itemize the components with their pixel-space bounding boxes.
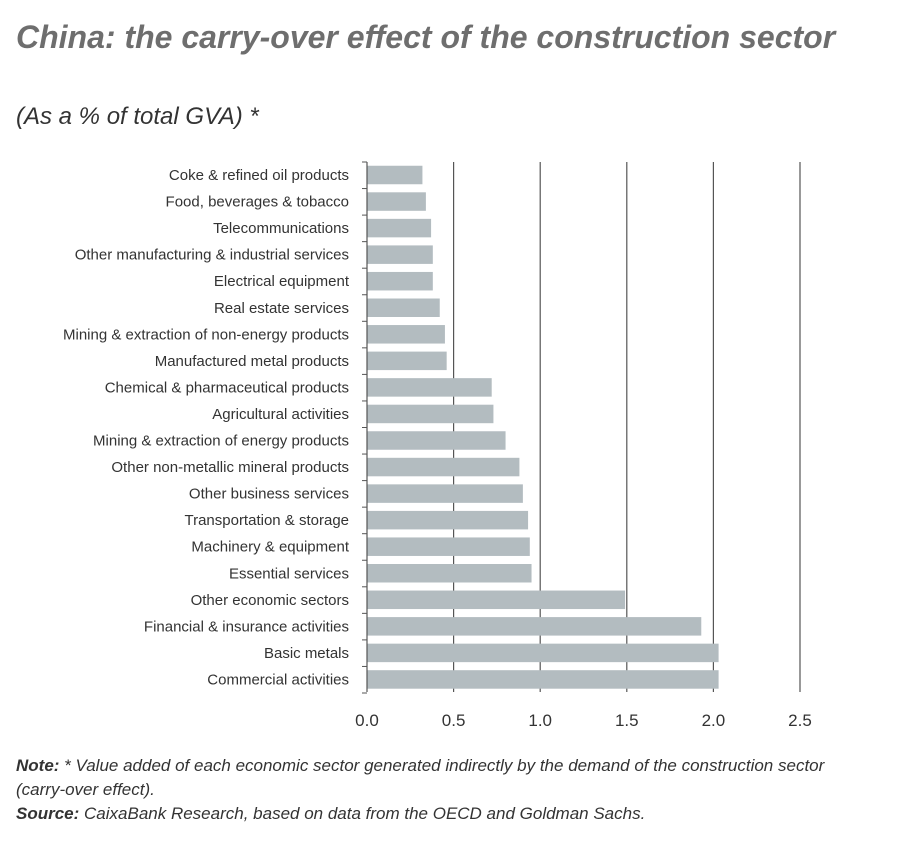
- x-tick-label-3: 1.5: [615, 711, 639, 730]
- category-label-14: Machinery & equipment: [191, 539, 349, 556]
- bar-14: [367, 537, 530, 556]
- source-text: CaixaBank Research, based on data from t…: [79, 804, 646, 823]
- chart-title: China: the carry-over effect of the cons…: [16, 19, 836, 55]
- bar-1: [367, 192, 426, 211]
- note-label: Note:: [16, 756, 60, 775]
- category-label-3: Other manufacturing & industrial service…: [75, 247, 349, 264]
- category-label-16: Other economic sectors: [191, 592, 349, 609]
- source-line: Source: CaixaBank Research, based on dat…: [16, 802, 876, 826]
- category-label-6: Mining & extraction of non-energy produc…: [63, 326, 349, 343]
- category-labels: Coke & refined oil products Food, beverag…: [63, 167, 350, 688]
- category-label-1: Food, beverages & tobacco: [166, 194, 349, 211]
- bar-3: [367, 245, 433, 264]
- bars: [367, 165, 719, 689]
- bar-8: [367, 378, 492, 397]
- x-tick-label-2: 1.0: [528, 711, 552, 730]
- category-label-7: Manufactured metal products: [155, 353, 349, 370]
- x-tick-label-5: 2.5: [788, 711, 812, 730]
- note-text: * Value added of each economic sector ge…: [16, 756, 825, 799]
- bar-5: [367, 298, 440, 317]
- bar-10: [367, 431, 506, 450]
- x-tick-label-0: 0.0: [355, 711, 379, 730]
- notes: Note: * Value added of each economic sec…: [16, 754, 876, 826]
- bar-chart: Coke & refined oil products Food, beverag…: [63, 161, 812, 730]
- bar-4: [367, 271, 433, 291]
- bar-16: [367, 590, 626, 610]
- category-label-0: Coke & refined oil products: [169, 167, 349, 184]
- category-label-12: Other business services: [189, 486, 349, 503]
- bar-0: [367, 165, 423, 185]
- grid-lines: [453, 162, 801, 692]
- chart-subtitle: (As a % of total GVA) *: [16, 103, 259, 130]
- bar-17: [367, 617, 702, 636]
- x-tick-label-4: 2.0: [702, 711, 726, 730]
- bar-18: [367, 643, 719, 663]
- bar-6: [367, 325, 445, 344]
- bar-19: [367, 670, 719, 689]
- category-label-9: Agricultural activities: [212, 406, 349, 423]
- bar-7: [367, 351, 447, 371]
- category-label-19: Commercial activities: [207, 671, 349, 688]
- x-tick-labels: 0.0 0.5 1.0 1.5 2.0 2.5: [355, 711, 812, 730]
- category-label-8: Chemical & pharmaceutical products: [105, 379, 349, 396]
- bar-13: [367, 510, 529, 530]
- category-label-4: Electrical equipment: [214, 273, 350, 290]
- note-line: Note: * Value added of each economic sec…: [16, 754, 876, 802]
- source-label: Source:: [16, 804, 80, 823]
- category-label-5: Real estate services: [214, 300, 349, 317]
- category-label-11: Other non-metallic mineral products: [111, 459, 349, 476]
- bar-9: [367, 404, 494, 424]
- x-tick-label-1: 0.5: [442, 711, 466, 730]
- bar-15: [367, 564, 532, 583]
- category-label-15: Essential services: [229, 565, 349, 582]
- bar-11: [367, 457, 520, 477]
- bar-2: [367, 218, 432, 238]
- bar-12: [367, 484, 523, 503]
- category-label-2: Telecommunications: [213, 220, 349, 237]
- category-label-18: Basic metals: [264, 645, 349, 662]
- category-label-10: Mining & extraction of energy products: [93, 433, 349, 450]
- category-label-13: Transportation & storage: [184, 512, 349, 529]
- category-label-17: Financial & insurance activities: [144, 618, 349, 635]
